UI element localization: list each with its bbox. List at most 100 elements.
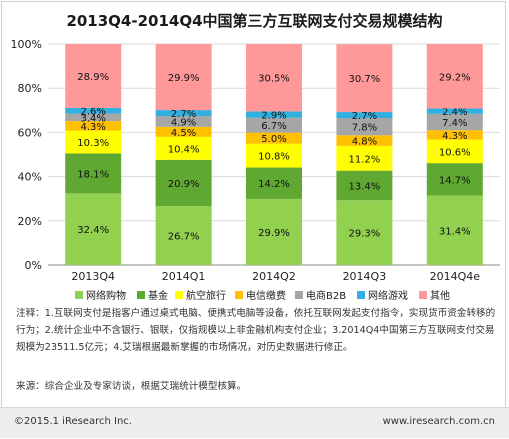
legend-label: 电商B2B — [306, 291, 347, 302]
data-label: 14.7% — [439, 175, 471, 186]
bar-segment — [155, 44, 212, 111]
data-label: 10.8% — [258, 152, 290, 163]
y-tick-label: 60% — [18, 126, 42, 139]
data-label: 3.4% — [80, 113, 105, 124]
data-label: 32.4% — [77, 225, 109, 236]
data-label: 10.3% — [77, 138, 109, 149]
bar-segment — [246, 132, 302, 144]
data-label: 14.2% — [258, 179, 290, 190]
bar-segment — [155, 205, 212, 265]
data-label: 4.8% — [352, 137, 377, 148]
bar-segment — [155, 136, 212, 160]
data-label: 29.2% — [439, 72, 471, 83]
bar-segment — [336, 44, 393, 113]
legend-swatch — [419, 290, 427, 299]
website-text: www.iresearch.com.cn — [382, 416, 495, 427]
legend-item: 网络游戏 — [357, 287, 408, 302]
data-label: 29.9% — [168, 73, 200, 84]
data-label: 2.9% — [261, 111, 286, 122]
legend-item: 电信缴费 — [235, 287, 286, 302]
copyright-text: ©2015.1 iResearch Inc. — [14, 416, 132, 427]
bar-segment — [426, 44, 483, 109]
data-label: 5.0% — [261, 134, 286, 145]
legend-item: 其他 — [419, 287, 450, 302]
bar-segment — [336, 112, 393, 119]
chart-source: 来源：综合企业及专家访谈，根据艾瑞统计模型核算。 — [16, 381, 247, 392]
bar-segment — [426, 130, 483, 140]
bar-segment — [155, 159, 212, 206]
legend-label: 其他 — [430, 291, 450, 302]
data-label: 13.4% — [349, 181, 381, 192]
data-label: 2.7% — [352, 111, 377, 122]
bar-segment — [155, 110, 212, 117]
bar-segment — [426, 195, 483, 265]
legend-item: 基金 — [137, 287, 168, 302]
bar-segment — [336, 200, 393, 265]
bar-segment — [246, 44, 302, 112]
bar-segment — [426, 108, 483, 114]
bar-segment — [246, 167, 302, 199]
bar-segment — [155, 116, 212, 127]
data-label: 28.9% — [77, 72, 109, 83]
footer-bar — [0, 407, 509, 438]
chart-legend: 网络购物 基金 航空旅行 电信缴费 电商B2B 网络游戏 其他 — [75, 287, 505, 303]
bar-segment — [65, 130, 122, 154]
data-label: 4.3% — [442, 131, 467, 142]
data-label: 10.6% — [439, 147, 471, 158]
bar-segment — [336, 135, 393, 146]
legend-swatch — [137, 290, 145, 299]
bar-segment — [65, 113, 122, 122]
legend-swatch — [75, 290, 83, 299]
bar-segment — [65, 107, 122, 114]
data-label: 2.6% — [80, 107, 105, 118]
legend-item: 航空旅行 — [175, 287, 226, 302]
data-label: 31.4% — [439, 226, 471, 237]
legend-swatch — [357, 290, 365, 299]
chart-title: 2013Q4-2014Q4中国第三方互联网支付交易规模结构 — [66, 12, 443, 30]
x-tick-label: 2013Q4 — [71, 270, 115, 283]
bar-segment — [246, 143, 302, 168]
x-tick-label: 2014Q2 — [252, 270, 296, 283]
data-label: 29.9% — [258, 228, 290, 239]
stacked-bar-chart: 0%20%40%60%80%100%32.4%18.1%10.3%4.3%3.4… — [11, 38, 500, 283]
data-label: 6.7% — [261, 121, 286, 132]
bar-segment — [65, 121, 122, 131]
legend-item: 网络购物 — [75, 287, 126, 302]
bar-segment — [336, 170, 393, 201]
data-label: 7.8% — [352, 123, 377, 134]
data-label: 18.1% — [77, 169, 109, 180]
data-label: 29.3% — [349, 229, 381, 240]
bar-segment — [246, 111, 302, 118]
x-tick-label: 2014Q1 — [162, 270, 206, 283]
legend-label: 网络游戏 — [368, 291, 408, 302]
bar-segment — [155, 126, 212, 137]
y-tick-label: 40% — [18, 171, 42, 184]
legend-swatch — [235, 290, 243, 299]
data-label: 11.2% — [349, 154, 381, 165]
legend-label: 电信缴费 — [246, 291, 286, 302]
bar-segment — [426, 113, 483, 131]
y-tick-label: 80% — [18, 82, 42, 95]
x-tick-label: 2014Q4e — [430, 270, 481, 283]
data-label: 4.5% — [171, 128, 196, 139]
data-label: 26.7% — [168, 231, 200, 242]
x-tick-label: 2014Q3 — [343, 270, 387, 283]
chart-notes: 注释：1.互联网支付是指客户通过桌式电脑、便携式电脑等设备，依托互联网发起支付指… — [16, 308, 496, 353]
y-tick-label: 100% — [11, 38, 42, 51]
bar-segment — [426, 163, 483, 196]
data-label: 7.4% — [442, 118, 467, 129]
bar-segment — [336, 118, 393, 136]
legend-label: 基金 — [148, 291, 168, 302]
data-label: 10.4% — [168, 144, 200, 155]
legend-label: 网络购物 — [86, 291, 126, 302]
bar-segment — [246, 198, 302, 265]
data-label: 30.5% — [258, 74, 290, 85]
y-tick-label: 20% — [18, 215, 42, 228]
bar-segment — [246, 117, 302, 133]
data-label: 2.4% — [442, 107, 467, 118]
legend-label: 航空旅行 — [186, 291, 226, 302]
bar-segment — [336, 145, 393, 171]
legend-swatch — [175, 290, 183, 299]
bar-segment — [426, 139, 483, 164]
legend-item: 电商B2B — [295, 287, 346, 302]
